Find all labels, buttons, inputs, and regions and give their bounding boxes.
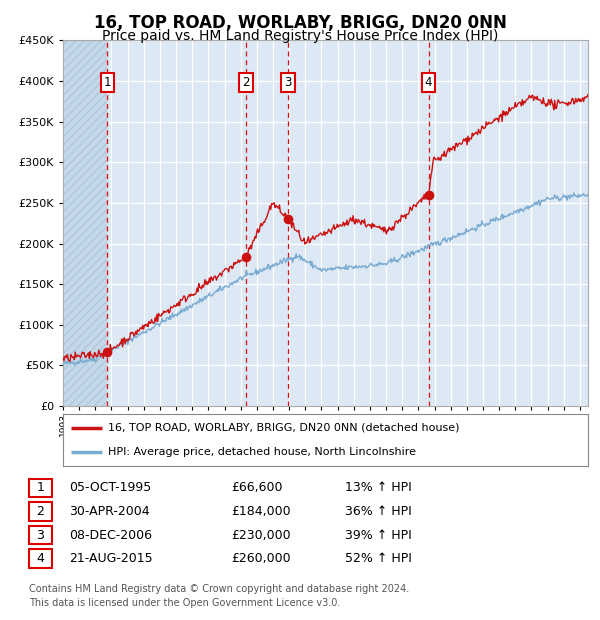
Text: 08-DEC-2006: 08-DEC-2006 (69, 529, 152, 541)
Text: 13% ↑ HPI: 13% ↑ HPI (345, 482, 412, 494)
Bar (63, 40, 107, 406)
Text: 2: 2 (36, 505, 44, 518)
Text: 1: 1 (36, 482, 44, 494)
Text: £66,600: £66,600 (231, 482, 283, 494)
Text: 3: 3 (36, 529, 44, 541)
Text: 2: 2 (242, 76, 250, 89)
Text: £260,000: £260,000 (231, 552, 290, 565)
Text: 4: 4 (36, 552, 44, 565)
Text: £184,000: £184,000 (231, 505, 290, 518)
Text: 05-OCT-1995: 05-OCT-1995 (69, 482, 151, 494)
Text: 21-AUG-2015: 21-AUG-2015 (69, 552, 152, 565)
Text: 4: 4 (425, 76, 433, 89)
Text: 39% ↑ HPI: 39% ↑ HPI (345, 529, 412, 541)
Text: £230,000: £230,000 (231, 529, 290, 541)
Text: HPI: Average price, detached house, North Lincolnshire: HPI: Average price, detached house, Nort… (107, 447, 416, 457)
Text: 52% ↑ HPI: 52% ↑ HPI (345, 552, 412, 565)
Text: Price paid vs. HM Land Registry's House Price Index (HPI): Price paid vs. HM Land Registry's House … (102, 29, 498, 43)
Text: Contains HM Land Registry data © Crown copyright and database right 2024.
This d: Contains HM Land Registry data © Crown c… (29, 584, 409, 608)
Text: 36% ↑ HPI: 36% ↑ HPI (345, 505, 412, 518)
Text: 16, TOP ROAD, WORLABY, BRIGG, DN20 0NN (detached house): 16, TOP ROAD, WORLABY, BRIGG, DN20 0NN (… (107, 423, 459, 433)
Text: 16, TOP ROAD, WORLABY, BRIGG, DN20 0NN: 16, TOP ROAD, WORLABY, BRIGG, DN20 0NN (94, 14, 506, 32)
Text: 1: 1 (104, 76, 111, 89)
Text: 30-APR-2004: 30-APR-2004 (69, 505, 149, 518)
Text: 3: 3 (284, 76, 292, 89)
